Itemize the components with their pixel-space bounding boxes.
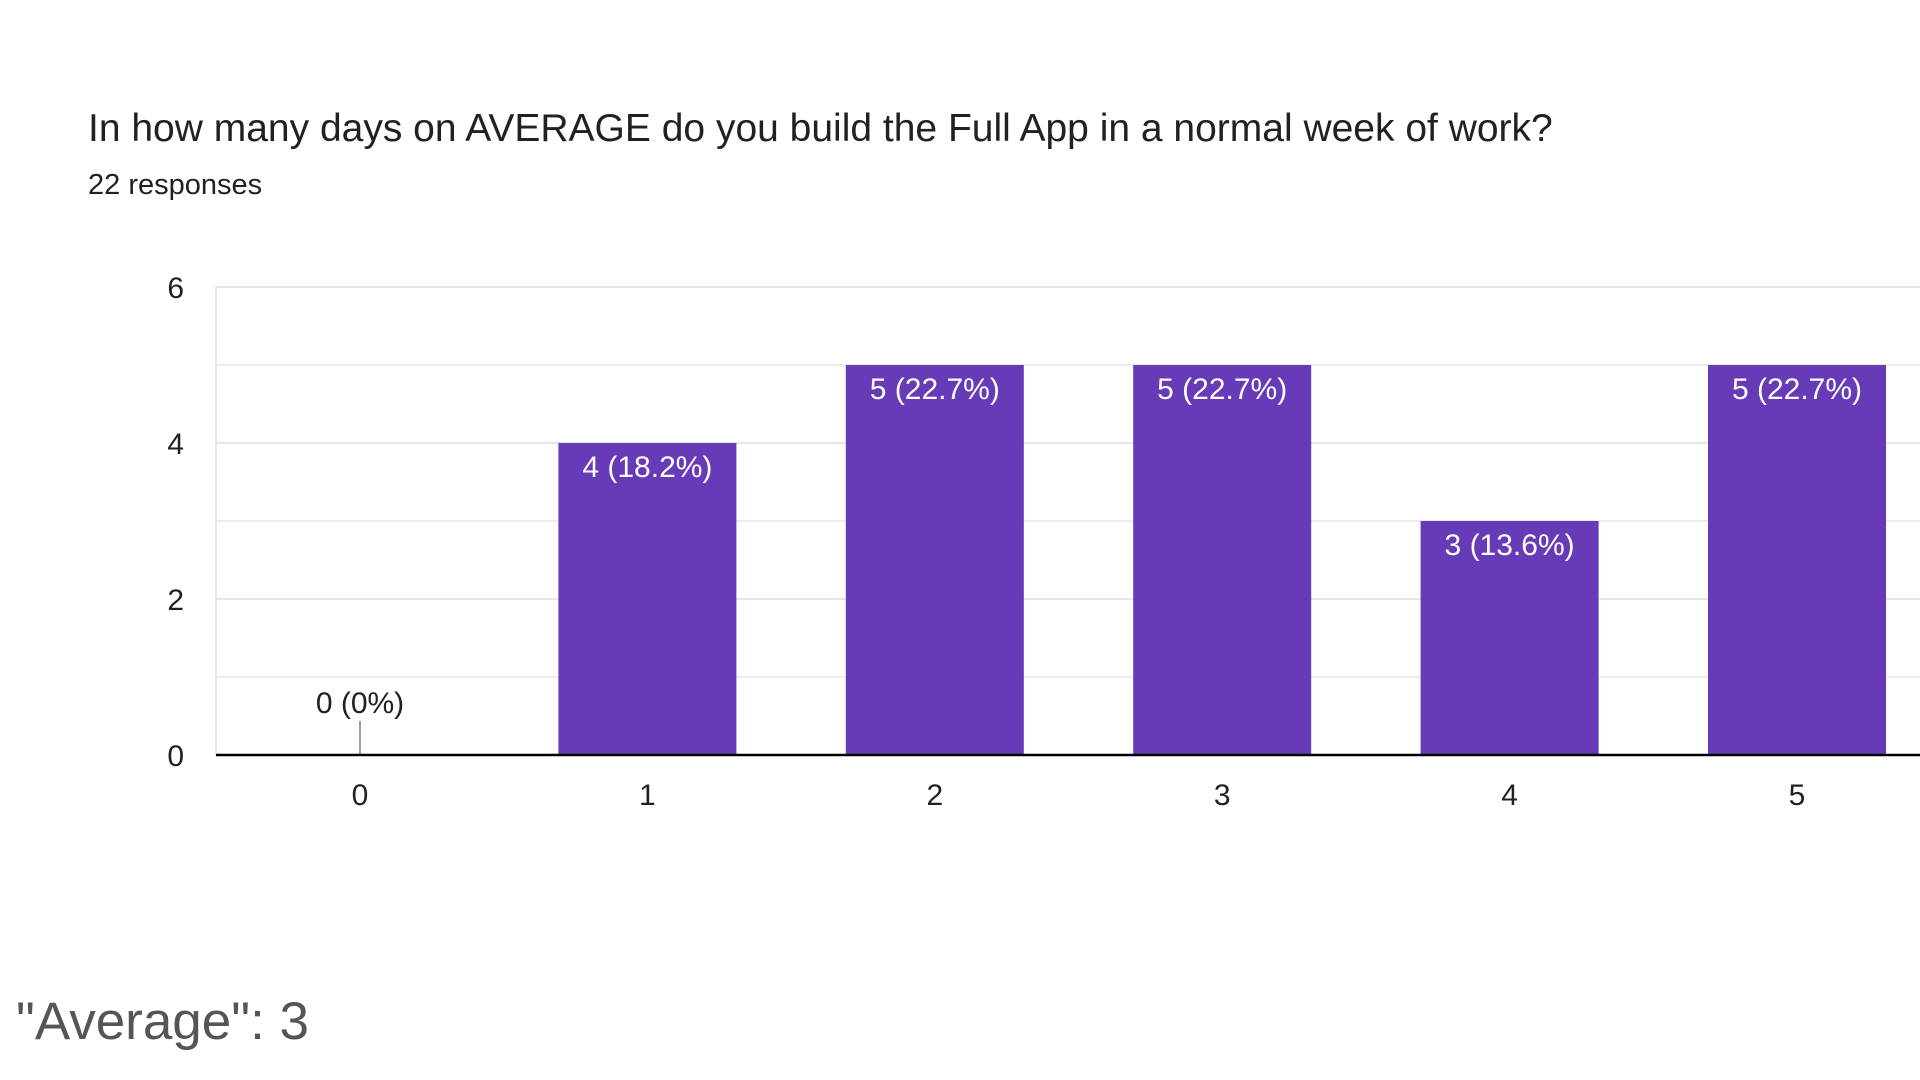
data-label: 3 (13.6%): [1445, 529, 1575, 562]
x-tick-label: 1: [639, 779, 656, 812]
data-labels: 0 (0%) 4 (18.2%) 5 (22.7%) 5 (22.7%) 3 (13.6…: [316, 373, 1862, 720]
bar-2: [845, 365, 1024, 755]
bar-chart: 0 2 4 6 0 (0%) 4 (18.2%) 5 (22.7%) 5 (22.7%) 3 …: [167, 272, 1920, 812]
data-label: 5 (22.7%): [1157, 373, 1287, 406]
data-label: 5 (22.7%): [1732, 373, 1862, 406]
gridlines: [215, 286, 1920, 755]
x-tick-label: 0: [352, 779, 369, 812]
data-label: 0 (0%): [316, 687, 404, 720]
x-axis-ticks: 0 1 2 3 4 5: [352, 779, 1806, 812]
y-axis-ticks: 0 2 4 6: [167, 272, 184, 773]
bars: [359, 365, 1886, 755]
y-tick-label: 0: [167, 740, 184, 773]
average-note: "Average": 3: [16, 992, 310, 1051]
x-tick-label: 5: [1789, 779, 1806, 812]
bar-5: [1708, 365, 1886, 755]
y-tick-label: 2: [167, 584, 184, 617]
y-tick-label: 4: [167, 428, 184, 461]
bar-3: [1133, 365, 1312, 755]
data-label: 4 (18.2%): [582, 451, 712, 484]
x-tick-label: 2: [926, 779, 943, 812]
x-tick-label: 4: [1501, 779, 1518, 812]
data-label: 5 (22.7%): [870, 373, 1000, 406]
chart-title: In how many days on AVERAGE do you build…: [88, 107, 1553, 150]
bar-1: [558, 443, 737, 755]
y-tick-label: 6: [167, 272, 184, 305]
bar-4: [1420, 521, 1599, 755]
x-tick-label: 3: [1214, 779, 1231, 812]
response-count: 22 responses: [88, 169, 263, 201]
